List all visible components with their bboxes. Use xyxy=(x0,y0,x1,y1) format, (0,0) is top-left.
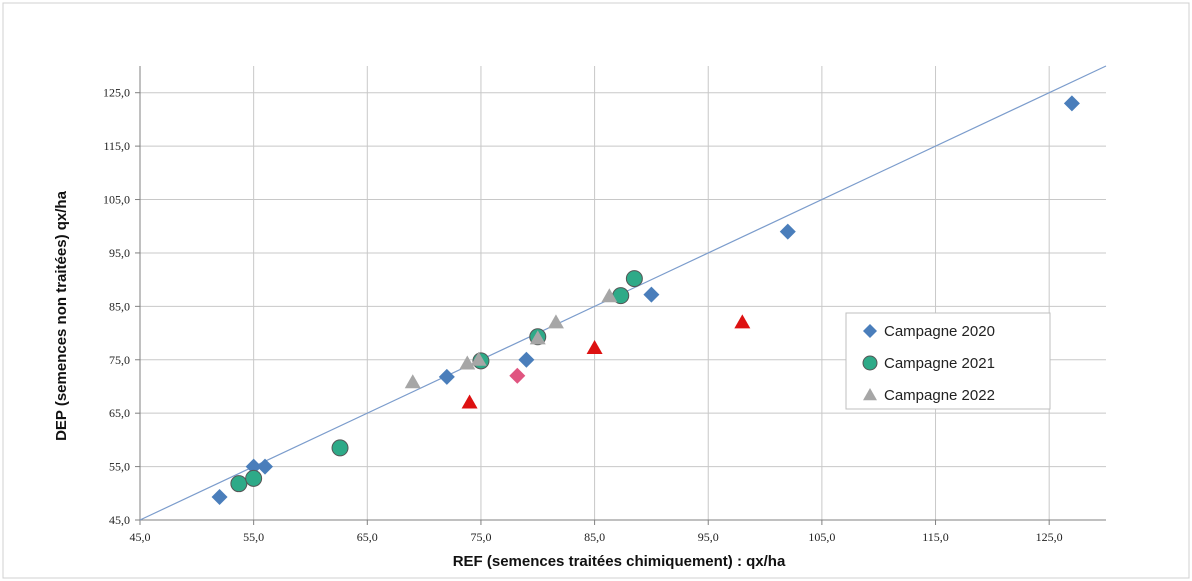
data-points xyxy=(211,95,1080,506)
x-axis-title: REF (semences traitées chimiquement) : q… xyxy=(453,553,786,570)
y-axis-title: DEP (semences non traitées) qx/ha xyxy=(53,190,70,440)
data-point xyxy=(404,374,421,389)
y-tick-label: 55,0 xyxy=(109,460,130,474)
data-point xyxy=(245,458,262,475)
data-point xyxy=(461,394,478,409)
x-tick-label: 115,0 xyxy=(922,530,949,544)
data-point xyxy=(734,314,751,329)
data-point xyxy=(211,489,228,506)
data-point xyxy=(470,351,487,366)
data-point xyxy=(331,439,349,457)
data-point xyxy=(625,270,643,288)
legend-label: Campagne 2020 xyxy=(884,323,995,340)
series-1 xyxy=(211,95,1080,506)
data-point xyxy=(547,314,564,329)
data-point xyxy=(257,458,274,475)
data-point xyxy=(779,223,796,240)
legend-box xyxy=(845,312,1051,410)
x-tick-label: 75,0 xyxy=(470,530,491,544)
y-tick-label: 85,0 xyxy=(109,299,130,313)
data-point xyxy=(518,351,535,368)
data-point xyxy=(1063,95,1080,112)
x-tick-label: 85,0 xyxy=(584,530,605,544)
data-point xyxy=(509,367,526,384)
legend-label: Campagne 2022 xyxy=(884,387,995,404)
data-point xyxy=(245,469,263,487)
axes: 45,0 55,0 65,0 75,0 85,0 95,0 105,0 115,0 125,0 4… xyxy=(103,66,1106,544)
legend-label: Campagne 2021 xyxy=(884,355,995,372)
legend-marker xyxy=(863,324,877,338)
y-tick-label: 95,0 xyxy=(109,246,130,260)
data-point xyxy=(529,330,546,345)
legend-marker xyxy=(863,388,877,401)
data-point xyxy=(601,288,618,303)
data-point xyxy=(643,286,660,303)
x-tick-label: 105,0 xyxy=(808,530,835,544)
x-tick-label: 95,0 xyxy=(698,530,719,544)
y-tick-label: 105,0 xyxy=(103,193,130,207)
grid xyxy=(140,66,1106,520)
x-tick-label: 125,0 xyxy=(1036,530,1063,544)
x-tick-label: 65,0 xyxy=(357,530,378,544)
data-point xyxy=(586,340,603,355)
y-tick-label: 125,0 xyxy=(103,86,130,100)
series-5 xyxy=(509,367,526,384)
y-tick-label: 65,0 xyxy=(109,406,130,420)
y-tick-label: 115,0 xyxy=(103,139,130,153)
x-tick-label: 45,0 xyxy=(130,530,151,544)
x-tick-label: 55,0 xyxy=(243,530,264,544)
y-tick-label: 75,0 xyxy=(109,353,130,367)
data-point xyxy=(438,368,455,385)
series-3 xyxy=(404,288,618,389)
y-tick-label: 45,0 xyxy=(109,513,130,527)
data-point xyxy=(230,475,248,493)
data-point xyxy=(459,355,476,370)
legend: Campagne 2020 Campagne 2021 Campagne 2022 xyxy=(845,312,1051,410)
series-4 xyxy=(461,314,751,409)
legend-marker xyxy=(862,355,878,371)
